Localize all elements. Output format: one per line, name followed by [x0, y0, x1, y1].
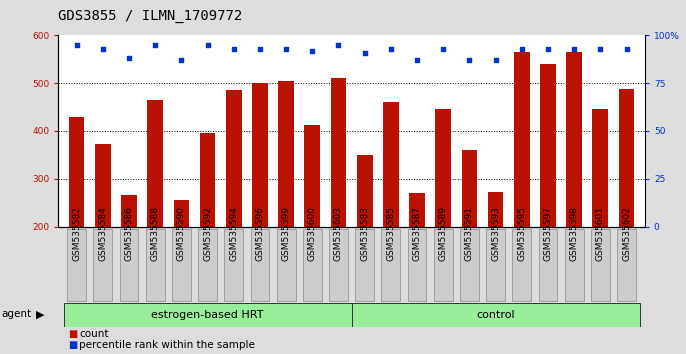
Text: GSM535601: GSM535601: [596, 206, 605, 261]
Point: [176, 57, 187, 63]
Point: [228, 46, 239, 52]
FancyBboxPatch shape: [512, 229, 531, 301]
Bar: [383, 102, 399, 227]
Bar: [566, 52, 582, 227]
Bar: [593, 109, 608, 227]
FancyBboxPatch shape: [351, 303, 639, 327]
FancyBboxPatch shape: [64, 303, 351, 327]
FancyBboxPatch shape: [591, 229, 610, 301]
Bar: [305, 125, 320, 227]
FancyBboxPatch shape: [67, 229, 86, 301]
Text: count: count: [79, 329, 108, 339]
Point: [150, 42, 161, 48]
Text: GSM535588: GSM535588: [151, 206, 160, 261]
Text: GDS3855 / ILMN_1709772: GDS3855 / ILMN_1709772: [58, 9, 243, 23]
Text: GSM535594: GSM535594: [229, 206, 238, 261]
Text: GSM535599: GSM535599: [282, 206, 291, 261]
Text: GSM535598: GSM535598: [569, 206, 579, 261]
Bar: [436, 109, 451, 227]
Bar: [409, 193, 425, 227]
Bar: [200, 133, 215, 227]
Text: GSM535602: GSM535602: [622, 206, 631, 261]
Point: [438, 46, 449, 52]
Point: [359, 50, 370, 56]
Text: GSM535595: GSM535595: [517, 206, 526, 261]
Text: GSM535592: GSM535592: [203, 206, 212, 261]
Text: percentile rank within the sample: percentile rank within the sample: [79, 341, 255, 350]
FancyBboxPatch shape: [276, 229, 296, 301]
Text: GSM535593: GSM535593: [491, 206, 500, 261]
Point: [464, 57, 475, 63]
Point: [595, 46, 606, 52]
Text: agent: agent: [1, 309, 32, 319]
Point: [517, 46, 528, 52]
FancyBboxPatch shape: [198, 229, 217, 301]
Text: GSM535585: GSM535585: [386, 206, 395, 261]
Text: GSM535600: GSM535600: [308, 206, 317, 261]
FancyBboxPatch shape: [486, 229, 505, 301]
FancyBboxPatch shape: [329, 229, 348, 301]
Bar: [69, 116, 84, 227]
FancyBboxPatch shape: [355, 229, 374, 301]
Text: GSM535586: GSM535586: [124, 206, 134, 261]
Text: control: control: [476, 310, 515, 320]
Point: [255, 46, 265, 52]
Point: [97, 46, 108, 52]
FancyBboxPatch shape: [565, 229, 584, 301]
Point: [71, 42, 82, 48]
FancyBboxPatch shape: [93, 229, 113, 301]
FancyBboxPatch shape: [224, 229, 243, 301]
Point: [412, 57, 423, 63]
FancyBboxPatch shape: [303, 229, 322, 301]
Point: [621, 46, 632, 52]
Point: [543, 46, 554, 52]
Bar: [279, 81, 294, 227]
Text: GSM535584: GSM535584: [98, 206, 107, 261]
Bar: [514, 52, 530, 227]
FancyBboxPatch shape: [434, 229, 453, 301]
FancyBboxPatch shape: [460, 229, 479, 301]
Text: GSM535603: GSM535603: [334, 206, 343, 261]
FancyBboxPatch shape: [145, 229, 165, 301]
Bar: [252, 83, 268, 227]
FancyBboxPatch shape: [119, 229, 139, 301]
Text: GSM535587: GSM535587: [412, 206, 421, 261]
FancyBboxPatch shape: [381, 229, 400, 301]
Text: GSM535596: GSM535596: [255, 206, 264, 261]
Point: [490, 57, 501, 63]
Bar: [174, 200, 189, 227]
Bar: [540, 64, 556, 227]
Text: estrogen-based HRT: estrogen-based HRT: [152, 310, 264, 320]
Point: [123, 56, 134, 61]
FancyBboxPatch shape: [407, 229, 427, 301]
Bar: [121, 195, 137, 227]
Text: GSM535589: GSM535589: [439, 206, 448, 261]
Bar: [357, 155, 372, 227]
Point: [333, 42, 344, 48]
Bar: [226, 90, 241, 227]
Text: ■: ■: [69, 329, 78, 339]
Bar: [331, 79, 346, 227]
Bar: [95, 144, 110, 227]
Bar: [488, 192, 504, 227]
Point: [307, 48, 318, 53]
Text: GSM535591: GSM535591: [465, 206, 474, 261]
Bar: [462, 150, 477, 227]
Text: ■: ■: [69, 341, 78, 350]
FancyBboxPatch shape: [539, 229, 558, 301]
Bar: [619, 89, 635, 227]
Text: GSM535583: GSM535583: [360, 206, 369, 261]
Text: ▶: ▶: [36, 309, 44, 319]
Text: GSM535597: GSM535597: [543, 206, 552, 261]
FancyBboxPatch shape: [617, 229, 636, 301]
FancyBboxPatch shape: [250, 229, 270, 301]
FancyBboxPatch shape: [172, 229, 191, 301]
Point: [386, 46, 397, 52]
Point: [281, 46, 292, 52]
Bar: [147, 100, 163, 227]
Point: [202, 42, 213, 48]
Point: [569, 46, 580, 52]
Text: GSM535590: GSM535590: [177, 206, 186, 261]
Text: GSM535582: GSM535582: [72, 206, 81, 261]
